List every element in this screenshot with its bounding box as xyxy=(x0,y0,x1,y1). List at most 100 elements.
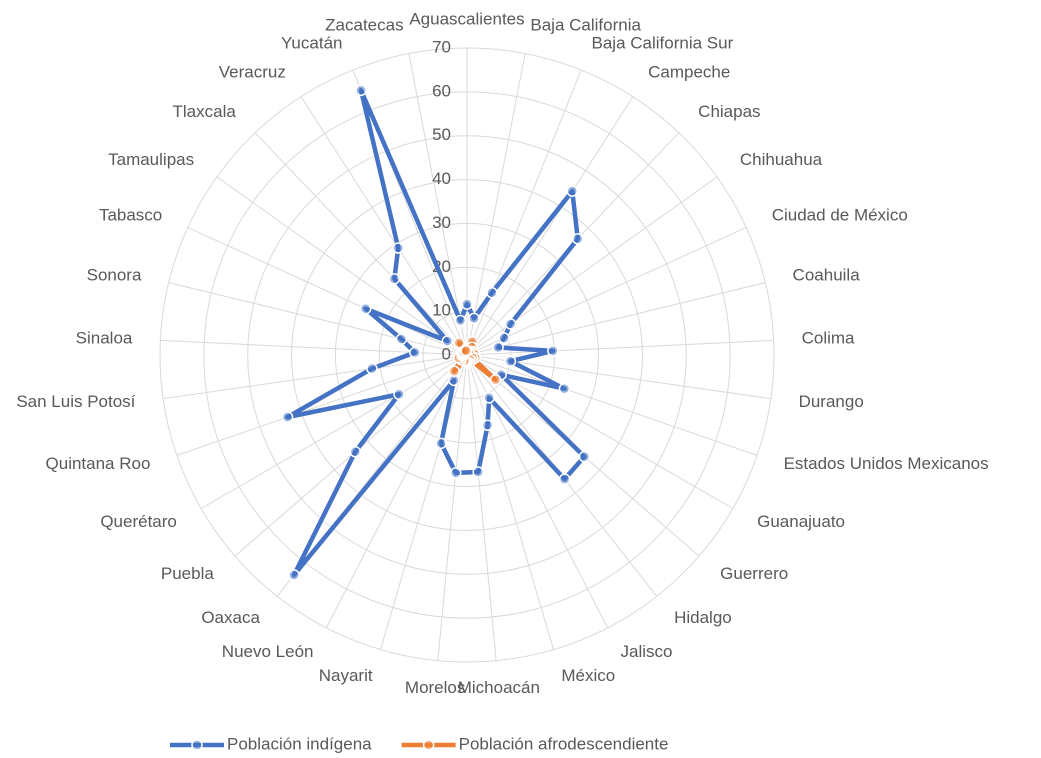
marker xyxy=(409,346,421,359)
category-label: Nayarit xyxy=(319,666,373,685)
spoke xyxy=(408,53,468,356)
spoke xyxy=(380,354,468,650)
r-tick-label: 40 xyxy=(432,169,451,188)
spoke xyxy=(466,53,526,356)
marker xyxy=(483,392,495,404)
marker xyxy=(453,337,465,349)
category-label: Yucatán xyxy=(281,33,342,52)
spoke xyxy=(466,339,774,356)
category-label: Quintana Roo xyxy=(46,454,151,473)
category-label: Sinaloa xyxy=(76,329,133,348)
spoke xyxy=(466,354,771,400)
marker xyxy=(395,333,408,345)
category-label: México xyxy=(561,666,615,685)
spoke xyxy=(466,96,634,356)
category-label: Campeche xyxy=(648,63,730,82)
marker xyxy=(489,373,502,386)
spoke xyxy=(466,227,747,356)
marker xyxy=(472,466,484,478)
spoke xyxy=(437,354,468,661)
marker xyxy=(566,185,579,197)
category-label: Hidalgo xyxy=(674,608,732,627)
marker xyxy=(558,382,571,395)
marker xyxy=(460,344,472,357)
marker xyxy=(461,298,473,310)
category-label: Puebla xyxy=(161,564,214,583)
marker xyxy=(481,419,494,432)
category-label: Durango xyxy=(799,392,864,411)
category-label: Baja California Sur xyxy=(592,33,734,52)
spoke xyxy=(466,69,582,356)
spoke xyxy=(300,96,468,356)
spoke xyxy=(187,227,468,356)
spoke xyxy=(168,282,468,356)
marker xyxy=(366,362,378,375)
category-label: Coahuila xyxy=(793,266,861,285)
marker xyxy=(288,569,300,581)
legend-label: Población indígena xyxy=(227,734,372,753)
category-label: Oaxaca xyxy=(201,608,260,627)
spoke xyxy=(466,282,766,356)
spoke xyxy=(325,354,468,629)
spoke xyxy=(176,354,468,456)
r-tick-label: 60 xyxy=(432,81,451,100)
spoke xyxy=(466,176,718,356)
category-label: Colima xyxy=(802,329,855,348)
spoke xyxy=(160,339,468,356)
category-label: Zacatecas xyxy=(325,16,403,35)
legend-item: Población indígena xyxy=(170,734,372,753)
category-label: Guerrero xyxy=(720,564,788,583)
category-label: Estados Unidos Mexicanos xyxy=(784,454,989,473)
legend-item: Población afrodescendiente xyxy=(401,734,669,753)
legend-label: Población afrodescendiente xyxy=(459,734,669,753)
spoke xyxy=(466,354,734,509)
r-tick-label: 0 xyxy=(442,344,451,363)
legend-marker xyxy=(422,739,435,751)
spoke xyxy=(163,354,468,400)
marker xyxy=(468,312,480,325)
category-label: Tabasco xyxy=(99,205,162,224)
category-label: Aguascalientes xyxy=(409,9,524,28)
category-label: Tamaulipas xyxy=(108,150,194,169)
category-label: Querétaro xyxy=(100,512,177,531)
marker xyxy=(492,341,504,354)
marker xyxy=(349,446,362,458)
category-label: Sonora xyxy=(87,266,142,285)
marker xyxy=(486,286,498,299)
marker xyxy=(572,233,584,245)
spoke xyxy=(200,354,468,509)
category-label: Michoacán xyxy=(458,678,540,697)
series-line xyxy=(285,88,587,578)
spoke xyxy=(254,132,468,356)
category-label: Baja California xyxy=(530,16,641,35)
marker xyxy=(558,473,571,485)
r-tick-label: 50 xyxy=(432,125,451,144)
r-tick-label: 70 xyxy=(432,37,451,56)
marker xyxy=(504,355,517,367)
category-label: Tlaxcala xyxy=(173,102,237,121)
r-tick-label: 10 xyxy=(432,301,451,320)
marker xyxy=(281,411,294,423)
category-label: Jalisco xyxy=(621,642,673,661)
marker xyxy=(504,318,517,330)
marker xyxy=(448,365,461,377)
marker xyxy=(435,437,447,450)
category-label: San Luis Potosí xyxy=(16,392,135,411)
marker xyxy=(498,332,510,344)
category-label: Nuevo León xyxy=(222,642,314,661)
marker xyxy=(388,273,401,285)
category-label: Chiapas xyxy=(698,102,760,121)
marker xyxy=(355,84,367,97)
spoke xyxy=(216,176,468,356)
category-label: Chihuahua xyxy=(740,150,823,169)
marker xyxy=(578,450,591,463)
marker xyxy=(547,345,559,357)
legend-marker xyxy=(191,739,203,751)
category-label: Ciudad de México xyxy=(772,205,908,224)
marker xyxy=(392,242,404,254)
spoke xyxy=(466,354,758,456)
marker xyxy=(393,388,405,401)
marker xyxy=(449,467,462,479)
spoke xyxy=(466,354,497,661)
marker xyxy=(359,302,372,315)
